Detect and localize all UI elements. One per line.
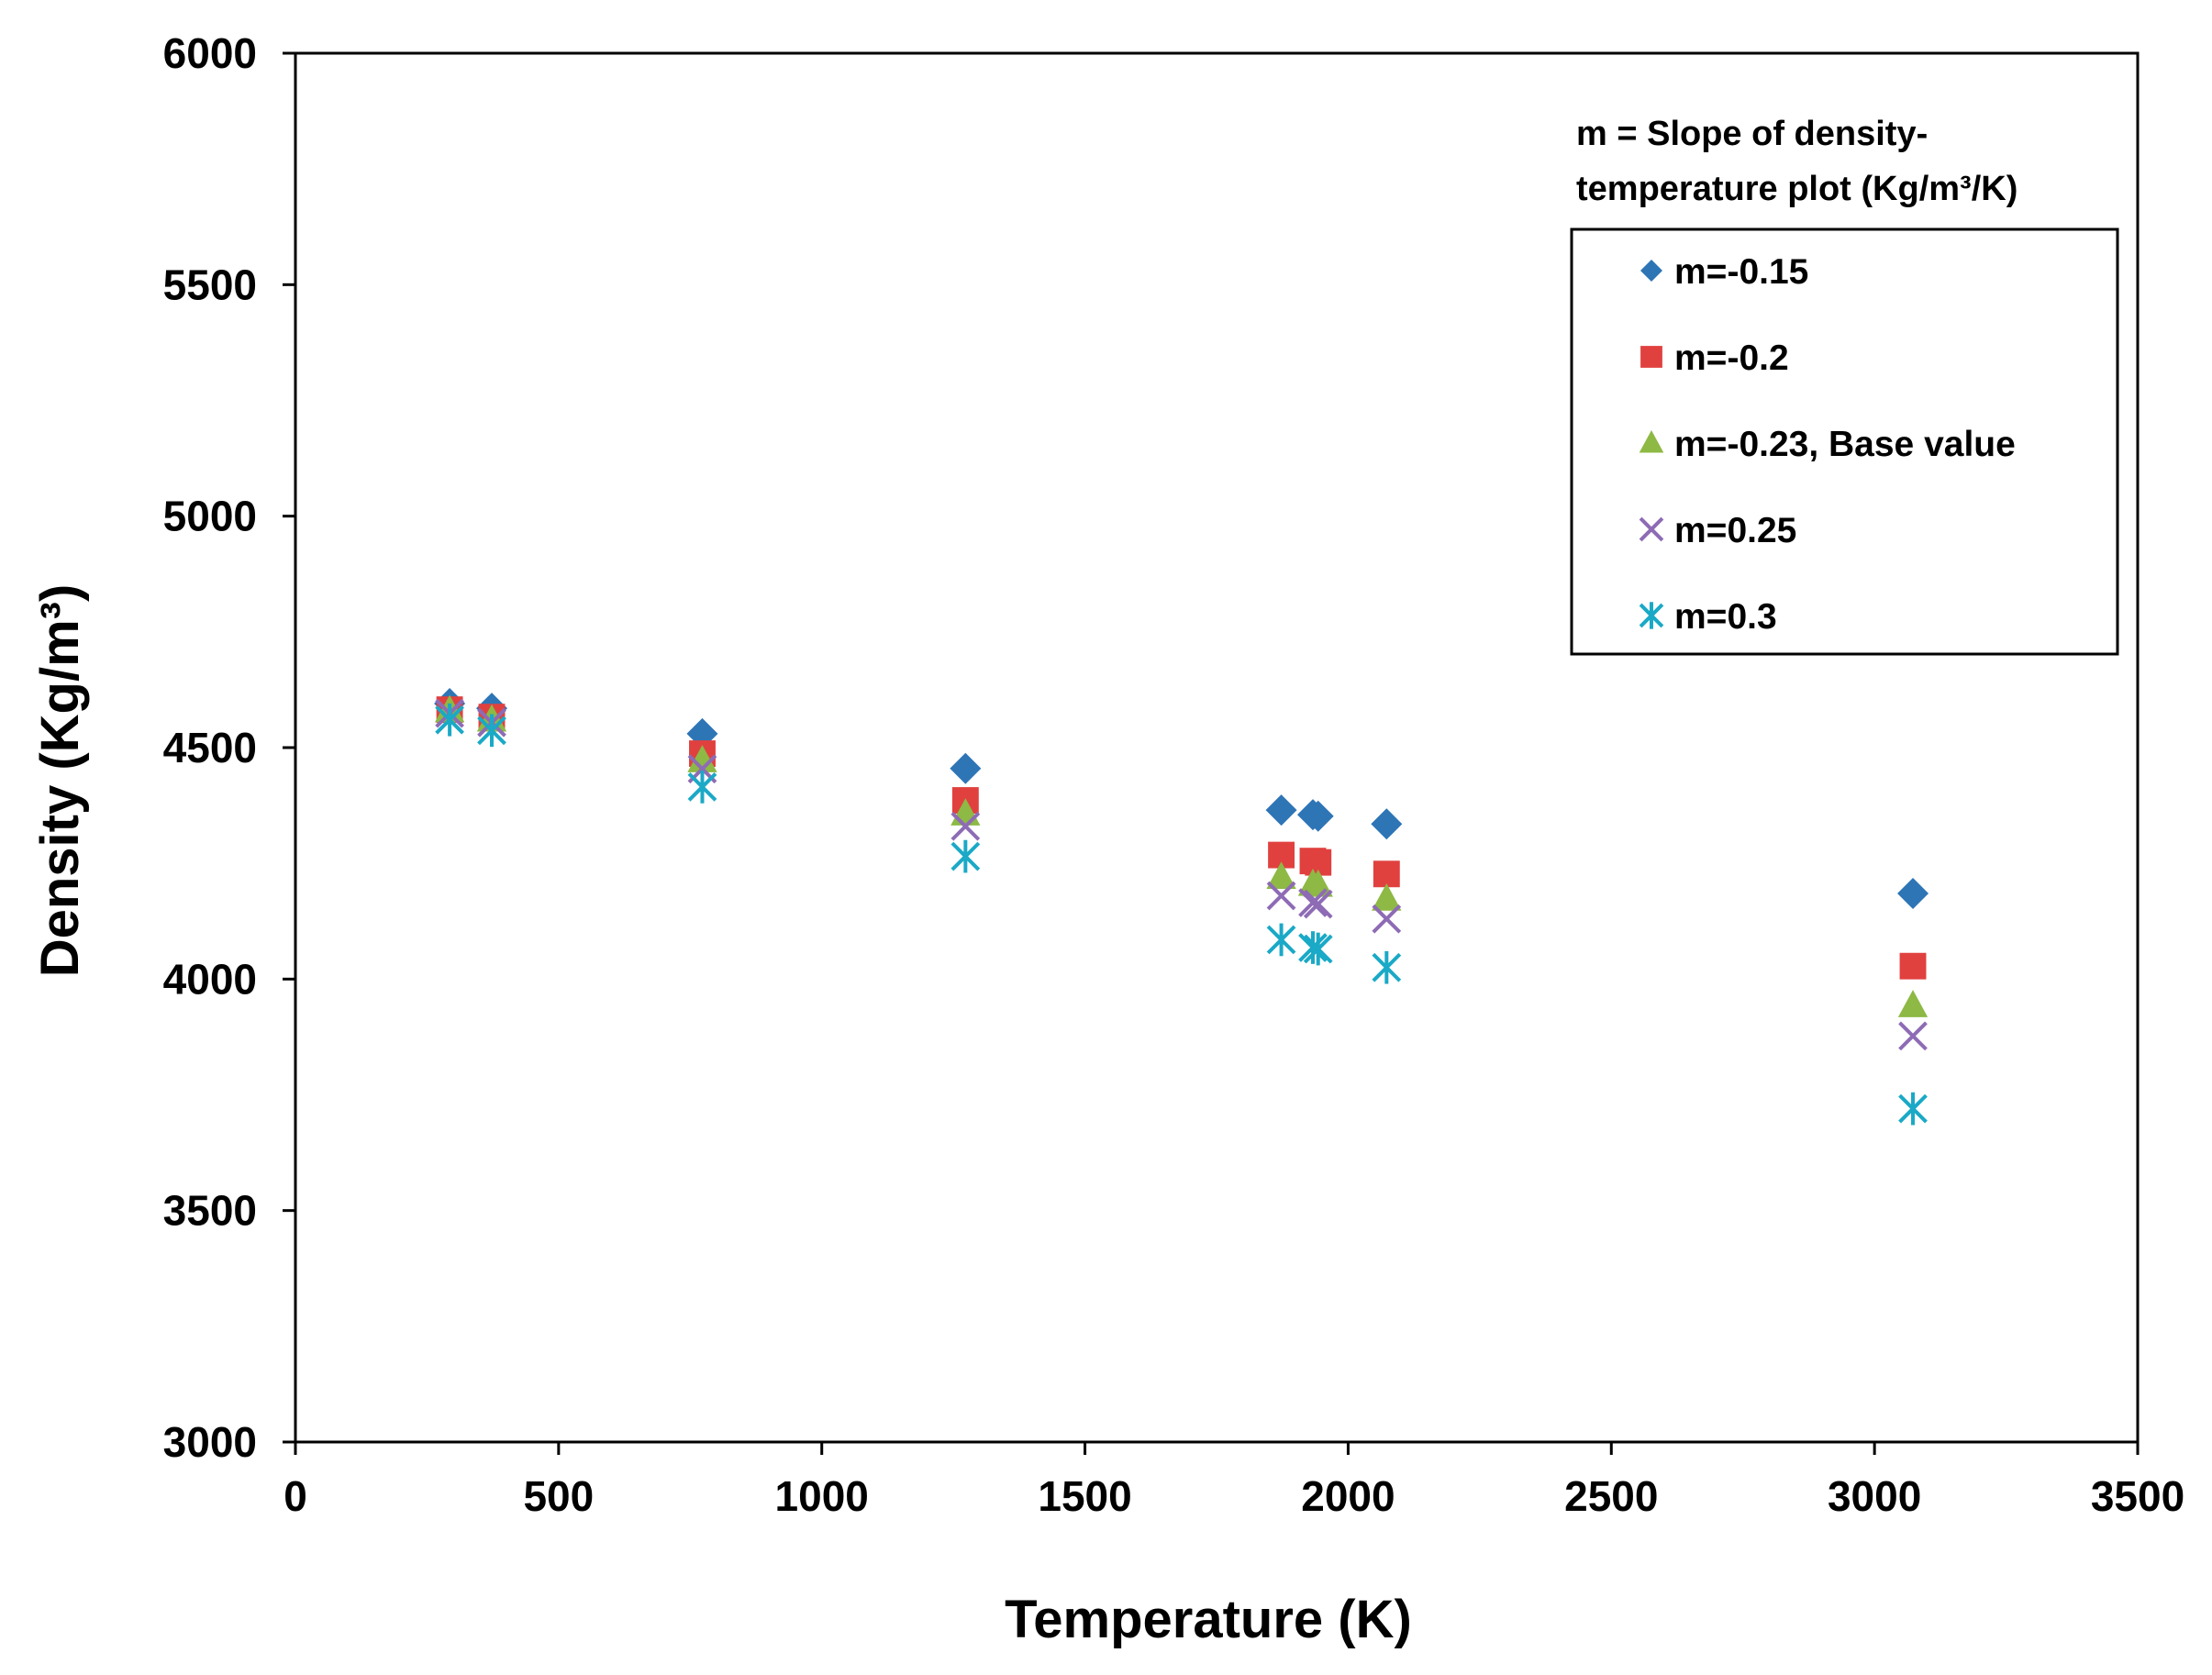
legend-marker	[1639, 602, 1664, 629]
legend: m=-0.15 m=-0.2 m=-0.23, Base value m=0.25 m=…	[1639, 252, 2016, 637]
data-point	[1265, 794, 1297, 826]
data-point	[435, 703, 464, 737]
tick-labels: 0 500 1000 1500 2000 2500 3000 3500 3000 3500 4000…	[163, 29, 2185, 1520]
data-point	[1372, 904, 1402, 934]
legend-marker	[1639, 430, 1664, 453]
x-tick-label: 1000	[775, 1472, 869, 1520]
x-tick-label: 2000	[1301, 1472, 1395, 1520]
y-axis-title: Density (Kg/m³)	[30, 584, 90, 978]
y-tick-label: 5500	[163, 261, 257, 308]
x-tick-label: 0	[283, 1472, 307, 1520]
data-point	[1372, 950, 1402, 984]
series-2	[434, 694, 1929, 1017]
legend-marker	[1640, 346, 1662, 368]
data-point	[1298, 931, 1328, 964]
y-tick-label: 4500	[163, 724, 257, 771]
series-4	[435, 703, 1928, 1126]
legend-title-line-1: m = Slope of density-	[1576, 115, 1928, 153]
axes	[283, 51, 2140, 1455]
data-point	[1302, 800, 1334, 832]
legend-title: m = Slope of density- temperature plot (…	[1576, 115, 2017, 208]
data-point	[1899, 952, 1927, 980]
legend-label: m=0.3	[1674, 597, 1777, 637]
x-tick-label: 500	[523, 1472, 594, 1520]
x-tick-label: 3500	[2091, 1472, 2184, 1520]
legend-title-line-2: temperature plot (Kg/m³/K)	[1576, 170, 2017, 208]
data-point	[1266, 861, 1296, 890]
series-0	[434, 688, 1929, 909]
legend-label: m=-0.23, Base value	[1674, 425, 2016, 464]
legend-item: m=-0.15	[1640, 252, 1808, 292]
y-tick-label: 3500	[163, 1187, 257, 1235]
x-axis-title: Temperature (K)	[1005, 1590, 1412, 1649]
data-point	[1266, 923, 1296, 957]
x-tick-label: 1500	[1038, 1472, 1131, 1520]
y-tick-label: 5000	[163, 493, 257, 540]
legend-label: m=0.25	[1674, 511, 1796, 550]
data-points	[434, 688, 1929, 1126]
legend-box	[1570, 227, 2119, 656]
y-tick-label: 6000	[163, 29, 257, 77]
data-point	[1371, 808, 1403, 840]
legend-marker	[1640, 260, 1662, 282]
data-point	[687, 745, 717, 772]
data-point	[1303, 889, 1333, 919]
legend-label: m=-0.15	[1674, 252, 1808, 292]
legend-item: m=0.25	[1639, 511, 1796, 550]
data-point	[1298, 888, 1328, 917]
x-tick-label: 3000	[1828, 1472, 1921, 1520]
series-1	[436, 696, 1927, 980]
data-point	[1898, 1021, 1928, 1051]
data-point	[1303, 932, 1333, 966]
y-tick-label: 4000	[163, 955, 257, 1003]
data-point	[1898, 1092, 1928, 1126]
series-3	[435, 698, 1928, 1051]
data-point	[1373, 860, 1400, 888]
data-point	[1372, 883, 1402, 911]
data-point	[950, 752, 982, 784]
data-point	[950, 811, 981, 841]
data-point	[1266, 881, 1296, 911]
legend-item: m=-0.2	[1640, 338, 1789, 378]
legend-label: m=-0.2	[1674, 338, 1789, 378]
data-point	[1897, 990, 1929, 1017]
data-point	[950, 839, 981, 873]
data-point	[477, 714, 506, 748]
legend-item: m=-0.23, Base value	[1639, 425, 2016, 464]
data-point	[1897, 877, 1929, 909]
data-point	[687, 771, 717, 804]
y-tick-label: 3000	[163, 1418, 257, 1466]
x-tick-label: 2500	[1564, 1472, 1658, 1520]
legend-marker	[1639, 516, 1664, 542]
legend-item: m=0.3	[1639, 597, 1777, 637]
